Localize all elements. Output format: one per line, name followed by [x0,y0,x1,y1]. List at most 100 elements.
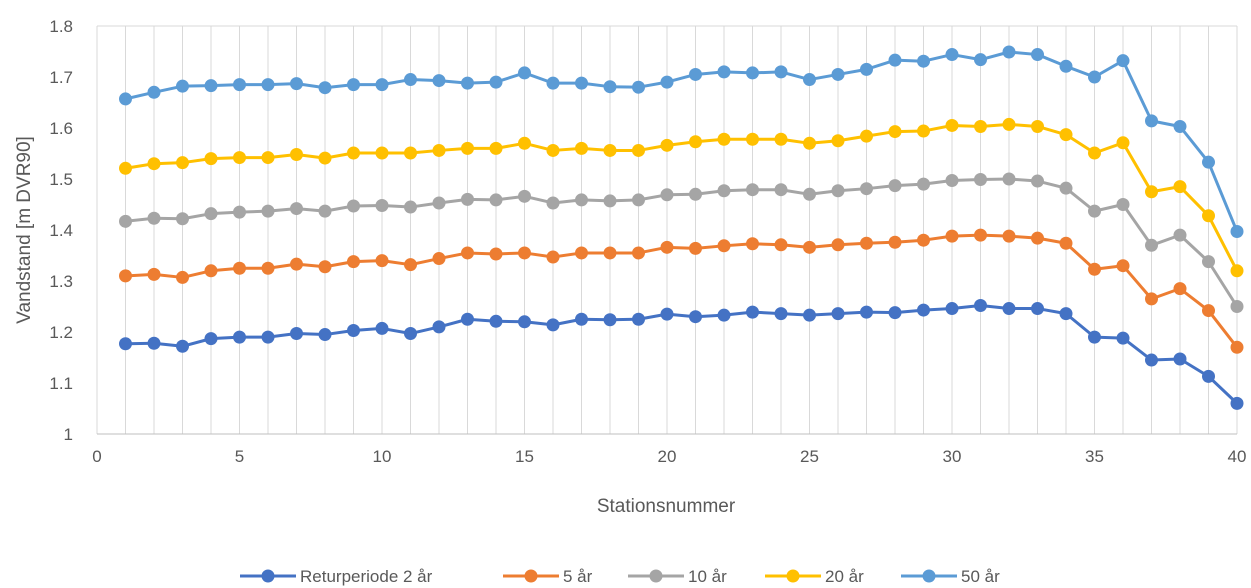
data-point [119,269,132,283]
data-point [632,80,645,94]
data-point [888,306,902,320]
data-point [660,240,674,254]
series-line [125,303,1239,405]
data-point [318,260,332,274]
x-tick-label: 30 [943,447,962,466]
data-point [974,173,987,187]
data-point [347,323,360,337]
data-point [1031,48,1044,62]
data-point [1173,119,1187,133]
data-point [603,246,617,260]
data-point [632,193,645,207]
data-point [746,305,759,319]
data-point [1202,209,1215,223]
data-point [119,161,132,175]
data-point [233,261,246,275]
data-point [603,143,617,157]
data-point [233,78,246,92]
data-point [860,129,873,143]
data-point [632,246,645,260]
data-point [717,184,731,198]
data-point [660,138,674,152]
data-point [1059,181,1073,195]
data-point [147,157,161,171]
x-tick-label: 0 [92,447,101,466]
data-point [147,267,161,281]
data-point [1145,238,1158,252]
data-point [746,132,759,146]
data-point [632,312,645,326]
data-point [660,75,674,89]
data-point [1031,174,1044,188]
data-point [176,339,189,353]
data-point [404,73,417,87]
y-axis-label: Vandstand [m DVR90] [14,136,35,324]
data-point [746,66,759,80]
y-tick-label: 1 [64,425,73,444]
data-point [518,136,531,150]
data-point [375,254,389,268]
data-point [347,146,360,160]
data-point [917,177,930,191]
data-point [1116,54,1130,68]
data-point [803,187,816,201]
data-point [404,146,417,160]
data-point [945,118,959,132]
series-line [125,122,1239,272]
data-point [974,53,987,67]
data-point [290,77,303,91]
data-point [1031,302,1044,316]
data-point [261,151,275,165]
data-point [1088,204,1101,218]
data-point [261,330,275,344]
y-tick-label: 1.1 [49,374,73,393]
data-point [347,78,360,92]
data-point [974,298,987,312]
data-point [318,204,332,218]
legend-marker [261,569,275,583]
y-tick-label: 1.8 [49,17,73,36]
x-tick-label: 10 [373,447,392,466]
data-point [290,327,303,341]
data-point [1088,262,1101,276]
data-point [375,78,389,92]
data-point [1145,114,1158,128]
legend-marker [649,569,663,583]
data-point [489,193,503,207]
legend-marker [524,569,538,583]
data-point [204,152,218,166]
data-point [518,66,531,80]
legend-item: 50 år [901,567,1000,586]
series-4 [119,117,1244,278]
data-point [461,141,474,155]
data-point [1059,128,1073,142]
legend-marker [786,569,800,583]
data-point [261,261,275,275]
data-point [774,307,788,321]
data-point [1145,292,1158,306]
data-point [860,182,873,196]
data-point [917,124,930,138]
data-point [318,328,332,342]
data-point [660,307,674,321]
legend-item: 5 år [503,567,593,586]
data-point [1116,198,1130,211]
data-point [375,199,389,213]
data-point [888,179,902,193]
data-point [1059,236,1073,250]
data-point [147,85,161,99]
legend-label: Returperiode 2 år [300,567,433,586]
data-point [1145,353,1158,367]
data-point [632,143,645,157]
legend-marker [922,569,936,583]
data-point [1088,330,1101,344]
data-point [1173,352,1187,366]
data-point [831,67,845,81]
data-point [717,239,731,253]
y-tick-label: 1.6 [49,119,73,138]
data-point [1173,282,1187,296]
data-point [575,76,588,90]
data-point [489,314,503,328]
data-point [1173,180,1187,194]
